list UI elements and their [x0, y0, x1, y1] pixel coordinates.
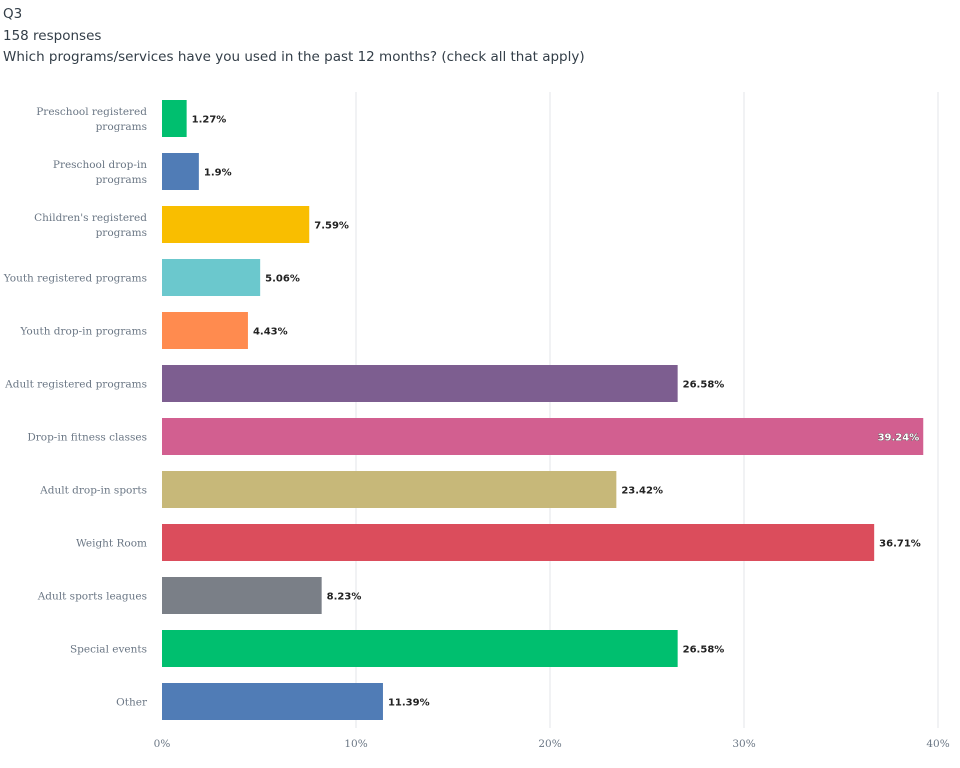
tick-label-30: 30%: [732, 738, 755, 750]
category-label-0: Preschool registered programs: [36, 106, 147, 133]
category-label-5: Adult registered programs: [4, 378, 147, 390]
bar-3: [162, 259, 261, 296]
value-label-9: 8.23%: [327, 591, 362, 602]
value-label-1: 1.9%: [204, 167, 232, 178]
question-text: Which programs/services have you used in…: [3, 49, 585, 65]
value-label-10: 26.58%: [683, 644, 725, 655]
bar-1: [162, 153, 199, 190]
category-label-8: Weight Room: [76, 537, 147, 549]
value-label-0: 1.27%: [192, 114, 227, 125]
bar-6: [162, 418, 924, 455]
response-count: 158 responses: [3, 27, 102, 44]
question-number: Q3: [3, 6, 23, 22]
category-label-3: Youth registered programs: [3, 272, 147, 284]
bar-8: [162, 524, 875, 561]
category-label-2: Children's registered programs: [34, 212, 147, 239]
tick-label-0: 0%: [154, 738, 171, 750]
category-label-9: Adult sports leagues: [37, 590, 147, 602]
category-label-6: Drop-in fitness classes: [27, 431, 147, 443]
tick-label-10: 10%: [344, 738, 367, 750]
tick-label-40: 40%: [926, 738, 949, 750]
category-label-7: Adult drop-in sports: [39, 484, 147, 496]
category-label-11: Other: [116, 696, 148, 708]
value-label-11: 11.39%: [388, 697, 430, 708]
chart-header: Q3 158 responses Which programs/services…: [3, 4, 585, 69]
value-label-6: 39.24%: [878, 432, 920, 443]
tick-label-20: 20%: [538, 738, 561, 750]
value-label-2: 7.59%: [314, 220, 349, 231]
value-label-4: 4.43%: [253, 326, 288, 337]
bar-11: [162, 683, 383, 720]
value-label-3: 5.06%: [265, 273, 300, 284]
bar-7: [162, 471, 617, 508]
value-label-7: 23.42%: [621, 485, 663, 496]
category-label-4: Youth drop-in programs: [19, 325, 147, 337]
bar-5: [162, 365, 678, 402]
category-label-10: Special events: [70, 643, 147, 655]
bar-9: [162, 577, 322, 614]
value-label-5: 26.58%: [683, 379, 725, 390]
category-label-1: Preschool drop-in programs: [53, 159, 147, 186]
bar-2: [162, 206, 310, 243]
bar-0: [162, 100, 187, 137]
value-label-8: 36.71%: [879, 538, 921, 549]
bar-10: [162, 630, 678, 667]
bar-4: [162, 312, 248, 349]
